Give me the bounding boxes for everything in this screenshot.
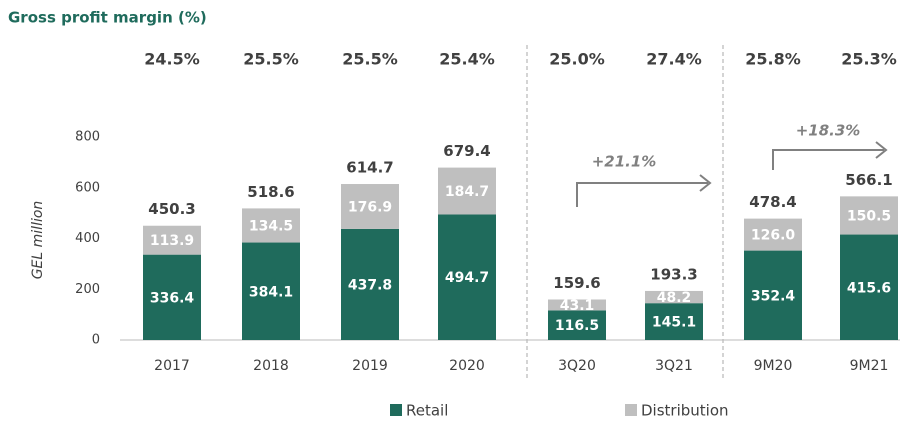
growth-arrow	[576, 182, 708, 207]
bar-segment	[242, 208, 300, 243]
margin-label: 25.0%	[549, 50, 605, 69]
bar-segment	[143, 254, 201, 340]
y-tick-label: 400	[75, 231, 100, 246]
legend-label: Retail	[406, 402, 448, 420]
bar-segment	[438, 214, 496, 340]
data-label: 145.1	[652, 315, 696, 331]
margin-label: 24.5%	[144, 50, 200, 69]
growth-arrowhead	[699, 174, 712, 192]
total-label: 566.1	[845, 171, 892, 189]
bar-segment	[840, 234, 898, 340]
growth-arrow	[772, 149, 884, 170]
data-label: 336.4	[150, 290, 195, 306]
bar-segment	[341, 228, 399, 340]
y-tick-label: 200	[75, 282, 100, 297]
bar-segment	[645, 290, 703, 304]
bar-segment	[744, 218, 802, 251]
bar-segment	[143, 225, 201, 255]
margin-label: 25.3%	[841, 50, 897, 69]
data-label: 48.2	[657, 290, 692, 306]
data-label: 384.1	[249, 284, 293, 300]
growth-arrowhead	[875, 141, 888, 159]
total-label: 159.6	[553, 274, 600, 292]
data-label: 134.5	[249, 218, 293, 234]
legend-swatch	[390, 404, 402, 416]
legend-swatch	[625, 404, 637, 416]
x-tick-label: 2018	[253, 358, 289, 374]
y-tick-label: 800	[75, 130, 100, 145]
margin-label: 27.4%	[646, 50, 702, 69]
margin-label: 25.5%	[243, 50, 299, 69]
bar-segment	[341, 184, 399, 229]
total-label: 450.3	[148, 200, 195, 218]
x-tick-label: 3Q20	[558, 358, 596, 374]
x-tick-label: 2017	[154, 358, 190, 374]
x-tick-label: 2019	[352, 358, 388, 374]
x-tick-label: 9M21	[850, 358, 889, 374]
data-label: 494.7	[445, 270, 489, 286]
bar-segment	[645, 303, 703, 340]
margin-label: 25.8%	[745, 50, 801, 69]
data-label: 184.7	[445, 184, 489, 200]
data-label: 126.0	[751, 228, 796, 244]
data-label: 150.5	[847, 208, 891, 224]
total-label: 679.4	[443, 142, 490, 160]
bar-segment	[840, 196, 898, 235]
total-label: 478.4	[749, 193, 796, 211]
x-tick-label: 3Q21	[655, 358, 693, 374]
x-tick-label: 2020	[449, 358, 485, 374]
x-tick-label: 9M20	[754, 358, 793, 374]
y-tick-label: 600	[75, 180, 100, 195]
legend-label: Distribution	[641, 402, 729, 420]
bar-segment	[548, 310, 606, 340]
margin-label: 25.4%	[439, 50, 495, 69]
data-label: 176.9	[348, 199, 392, 215]
bar-segment	[548, 299, 606, 311]
data-label: 113.9	[150, 233, 194, 249]
total-label: 614.7	[346, 159, 393, 177]
bar-segment	[242, 242, 300, 340]
data-label: 352.4	[751, 288, 796, 304]
y-tick-label: 0	[92, 333, 100, 348]
total-label: 518.6	[247, 183, 294, 201]
data-label: 116.5	[555, 318, 599, 334]
growth-label: +21.1%	[592, 153, 657, 171]
total-label: 193.3	[650, 265, 697, 283]
growth-label: +18.3%	[796, 122, 861, 140]
margin-label: 25.5%	[342, 50, 398, 69]
y-axis-label: GEL million	[30, 201, 46, 280]
bar-segment	[744, 250, 802, 340]
chart-title: Gross profit margin (%)	[8, 9, 207, 27]
data-label: 415.6	[847, 280, 891, 296]
data-label: 43.1	[560, 298, 595, 314]
data-label: 437.8	[348, 277, 392, 293]
bar-segment	[438, 167, 496, 215]
